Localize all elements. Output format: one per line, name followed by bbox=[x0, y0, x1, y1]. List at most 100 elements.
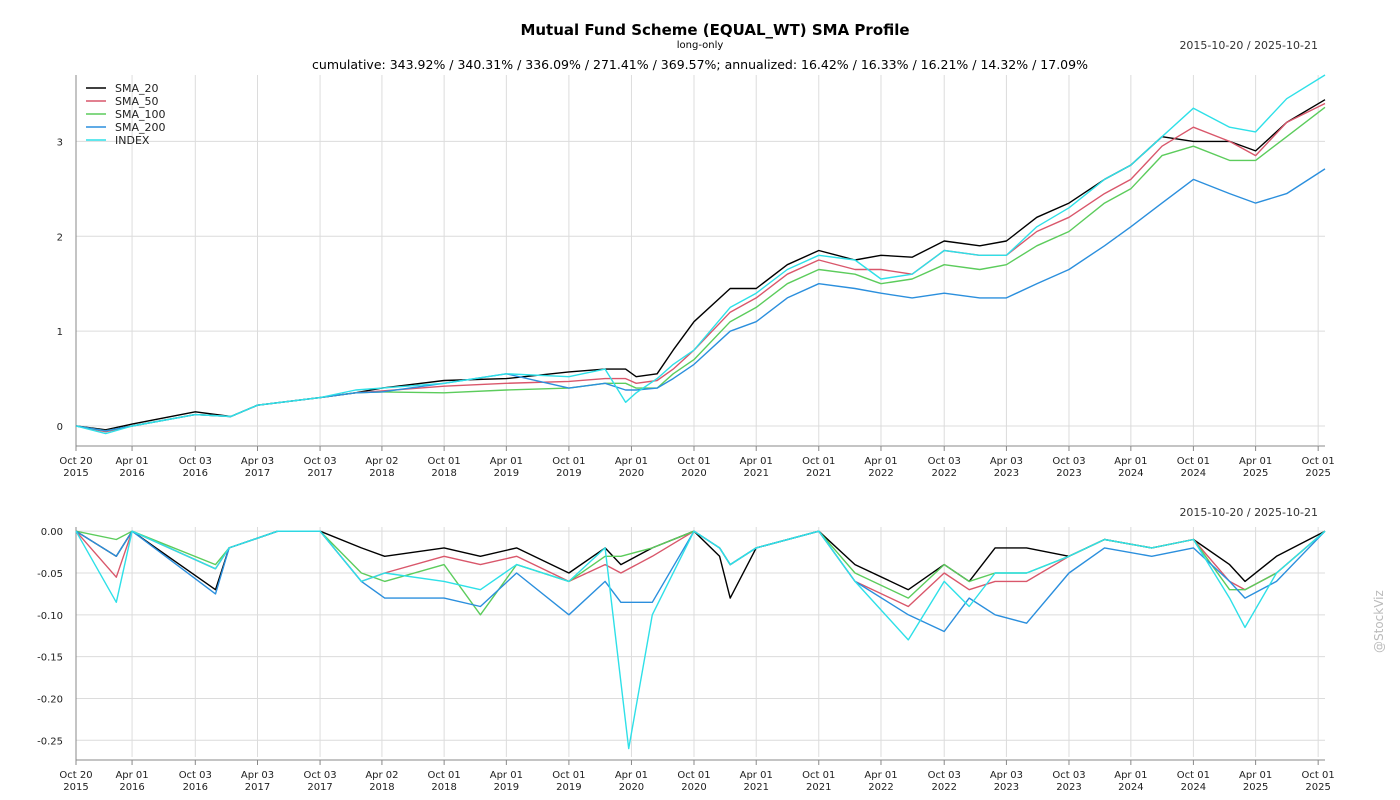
top-x-tick-year: 2016 bbox=[183, 468, 208, 479]
bottom-x-tick-label: Apr 01 bbox=[115, 770, 148, 781]
bottom-x-tick-year: 2023 bbox=[994, 782, 1019, 793]
top-x-tick-label: Apr 01 bbox=[490, 456, 523, 467]
bottom-series-index bbox=[75, 530, 1326, 750]
top-x-tick-label: Apr 02 bbox=[365, 456, 398, 467]
bottom-x-tick-label: Apr 03 bbox=[990, 770, 1023, 781]
top-x-tick-label: Apr 01 bbox=[1239, 456, 1272, 467]
bottom-x-tick-year: 2024 bbox=[1181, 782, 1206, 793]
top-x-tick-label: Apr 01 bbox=[740, 456, 773, 467]
legend-label-sma-200: SMA_200 bbox=[115, 121, 166, 134]
top-x-tick-label: Oct 03 bbox=[303, 456, 336, 467]
bottom-y-tick-label: -0.10 bbox=[37, 611, 63, 622]
bottom-x-tick-year: 2016 bbox=[183, 782, 208, 793]
bottom-x-tick-year: 2019 bbox=[556, 782, 581, 793]
top-x-tick-label: Apr 03 bbox=[990, 456, 1023, 467]
bottom-x-tick-label: Apr 01 bbox=[864, 770, 897, 781]
top-series-sma-200 bbox=[75, 168, 1326, 432]
top-x-tick-year: 2022 bbox=[868, 468, 893, 479]
bottom-x-tick-label: Apr 03 bbox=[241, 770, 274, 781]
top-y-tick-label: 1 bbox=[57, 327, 63, 338]
top-series-index bbox=[75, 74, 1326, 435]
top-x-tick-year: 2022 bbox=[931, 468, 956, 479]
bottom-x-tick-label: Oct 20 bbox=[59, 770, 92, 781]
bottom-y-tick-label: -0.15 bbox=[37, 653, 63, 664]
bottom-y-tick-label: -0.05 bbox=[37, 569, 63, 580]
top-x-tick-year: 2019 bbox=[556, 468, 581, 479]
watermark: @StockViz bbox=[1372, 590, 1386, 653]
top-x-tick-year: 2018 bbox=[431, 468, 456, 479]
top-x-tick-label: Apr 01 bbox=[1114, 456, 1147, 467]
bottom-x-tick-label: Apr 01 bbox=[740, 770, 773, 781]
bottom-x-tick-label: Oct 01 bbox=[802, 770, 835, 781]
chart-subtitle: long-only bbox=[677, 40, 724, 51]
top-x-tick-year: 2025 bbox=[1243, 468, 1268, 479]
bottom-series-sma-200 bbox=[75, 530, 1326, 633]
bottom-x-tick-year: 2023 bbox=[1056, 782, 1081, 793]
bottom-x-tick-label: Oct 03 bbox=[1052, 770, 1085, 781]
bottom-y-tick-label: 0.00 bbox=[41, 527, 63, 538]
top-y-tick-label: 3 bbox=[57, 137, 63, 148]
bottom-date-range: 2015-10-20 / 2025-10-21 bbox=[1179, 506, 1318, 519]
bottom-series-sma-50 bbox=[75, 530, 1326, 608]
bottom-x-tick-year: 2018 bbox=[369, 782, 394, 793]
bottom-x-tick-year: 2022 bbox=[931, 782, 956, 793]
bottom-x-tick-label: Oct 01 bbox=[428, 770, 461, 781]
top-y-tick-label: 0 bbox=[57, 422, 63, 433]
bottom-x-tick-year: 2018 bbox=[431, 782, 456, 793]
top-x-tick-label: Oct 01 bbox=[1302, 456, 1335, 467]
bottom-y-tick-label: -0.20 bbox=[37, 694, 63, 705]
top-series-sma-100 bbox=[75, 106, 1326, 432]
bottom-x-tick-year: 2025 bbox=[1305, 782, 1330, 793]
bottom-x-tick-year: 2022 bbox=[868, 782, 893, 793]
top-series-sma-20 bbox=[75, 99, 1326, 431]
bottom-x-tick-label: Oct 03 bbox=[303, 770, 336, 781]
top-x-tick-label: Apr 01 bbox=[864, 456, 897, 467]
bottom-x-tick-year: 2017 bbox=[245, 782, 270, 793]
top-y-tick-label: 2 bbox=[57, 232, 63, 243]
bottom-x-tick-year: 2024 bbox=[1118, 782, 1143, 793]
top-x-tick-year: 2017 bbox=[307, 468, 332, 479]
top-x-tick-label: Oct 01 bbox=[802, 456, 835, 467]
bottom-x-tick-year: 2021 bbox=[743, 782, 768, 793]
bottom-x-tick-label: Apr 01 bbox=[490, 770, 523, 781]
top-x-tick-label: Oct 01 bbox=[428, 456, 461, 467]
bottom-x-tick-year: 2025 bbox=[1243, 782, 1268, 793]
top-x-tick-label: Apr 01 bbox=[115, 456, 148, 467]
bottom-x-tick-label: Apr 02 bbox=[365, 770, 398, 781]
bottom-x-tick-label: Oct 03 bbox=[179, 770, 212, 781]
top-x-tick-year: 2021 bbox=[743, 468, 768, 479]
top-x-tick-year: 2019 bbox=[494, 468, 519, 479]
bottom-x-tick-label: Oct 01 bbox=[552, 770, 585, 781]
top-x-tick-label: Oct 03 bbox=[1052, 456, 1085, 467]
legend-label-index: INDEX bbox=[115, 134, 150, 147]
top-x-tick-year: 2024 bbox=[1181, 468, 1206, 479]
bottom-x-tick-label: Oct 01 bbox=[677, 770, 710, 781]
top-x-tick-year: 2020 bbox=[619, 468, 644, 479]
bottom-x-tick-label: Apr 01 bbox=[615, 770, 648, 781]
bottom-x-tick-label: Oct 01 bbox=[1177, 770, 1210, 781]
legend-label-sma-50: SMA_50 bbox=[115, 95, 159, 108]
top-x-tick-year: 2016 bbox=[119, 468, 144, 479]
top-x-tick-year: 2025 bbox=[1305, 468, 1330, 479]
top-x-tick-year: 2020 bbox=[681, 468, 706, 479]
top-x-tick-label: Apr 01 bbox=[615, 456, 648, 467]
top-x-tick-label: Oct 01 bbox=[1177, 456, 1210, 467]
bottom-x-tick-label: Apr 01 bbox=[1114, 770, 1147, 781]
top-x-tick-label: Oct 01 bbox=[552, 456, 585, 467]
top-x-tick-label: Oct 01 bbox=[677, 456, 710, 467]
bottom-x-tick-year: 2020 bbox=[681, 782, 706, 793]
bottom-x-tick-year: 2021 bbox=[806, 782, 831, 793]
top-x-tick-year: 2018 bbox=[369, 468, 394, 479]
bottom-x-tick-label: Apr 01 bbox=[1239, 770, 1272, 781]
top-x-tick-label: Oct 03 bbox=[928, 456, 961, 467]
legend-label-sma-20: SMA_20 bbox=[115, 82, 159, 95]
bottom-y-tick-label: -0.25 bbox=[37, 736, 63, 747]
top-x-tick-label: Apr 03 bbox=[241, 456, 274, 467]
top-x-tick-year: 2024 bbox=[1118, 468, 1143, 479]
bottom-x-tick-year: 2016 bbox=[119, 782, 144, 793]
top-x-tick-year: 2021 bbox=[806, 468, 831, 479]
top-date-range: 2015-10-20 / 2025-10-21 bbox=[1179, 39, 1318, 52]
performance-summary: cumulative: 343.92% / 340.31% / 336.09% … bbox=[312, 57, 1088, 72]
